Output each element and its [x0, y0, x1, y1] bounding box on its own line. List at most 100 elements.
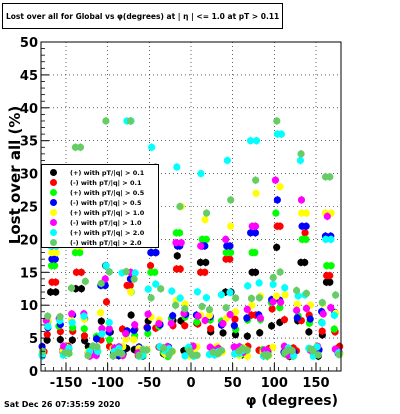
- x-tick-label: -100: [91, 376, 124, 391]
- data-point: [306, 315, 314, 323]
- data-point: [171, 301, 180, 309]
- y-tick-label: 20: [20, 233, 38, 248]
- data-point: [71, 143, 80, 151]
- x-axis-label: φ (degrees): [246, 393, 338, 409]
- data-point: [243, 314, 251, 322]
- data-point: [46, 288, 55, 296]
- legend-marker-icon: [50, 179, 57, 186]
- data-point: [147, 294, 155, 302]
- data-point: [127, 311, 135, 319]
- data-point: [173, 163, 181, 171]
- data-point: [198, 302, 206, 311]
- data-point: [176, 265, 184, 273]
- data-point: [330, 325, 338, 333]
- data-point: [232, 308, 240, 316]
- data-point: [335, 351, 343, 359]
- data-point: [252, 137, 261, 145]
- data-point: [230, 343, 238, 351]
- y-tick-label: 50: [20, 36, 38, 51]
- data-point: [296, 156, 305, 165]
- data-point: [93, 343, 101, 351]
- data-point: [202, 258, 210, 267]
- y-tick-label: 30: [20, 168, 38, 183]
- data-point: [293, 314, 301, 322]
- data-point: [297, 150, 305, 158]
- data-point: [273, 196, 281, 204]
- data-point: [293, 300, 301, 308]
- data-point: [269, 298, 277, 306]
- data-point: [302, 222, 310, 230]
- data-point: [272, 209, 280, 217]
- chart-title: Lost over all for Global vs φ(degrees) a…: [6, 12, 280, 21]
- data-point: [102, 117, 110, 125]
- data-point: [126, 117, 135, 125]
- data-point: [293, 306, 301, 314]
- data-point: [143, 324, 152, 332]
- y-tick-label: 5: [29, 332, 38, 347]
- legend-marker-icon: [50, 199, 57, 206]
- data-point: [130, 326, 138, 335]
- legend-marker-icon: [50, 239, 57, 246]
- x-tick-label: -150: [50, 376, 83, 391]
- data-point: [51, 262, 59, 270]
- data-point: [202, 294, 211, 302]
- data-point: [130, 336, 138, 344]
- y-tick-label: 45: [20, 69, 38, 84]
- data-point: [269, 273, 277, 282]
- data-point: [96, 309, 105, 317]
- data-point: [197, 242, 205, 250]
- data-point: [177, 239, 185, 247]
- data-point: [243, 346, 251, 354]
- data-point: [152, 248, 160, 257]
- data-point: [44, 312, 52, 320]
- y-tick-label: 40: [20, 102, 38, 117]
- data-point: [118, 350, 126, 358]
- data-point: [81, 277, 89, 285]
- data-point: [246, 137, 255, 145]
- data-point: [243, 332, 251, 340]
- data-point: [176, 294, 184, 302]
- data-point: [205, 311, 214, 320]
- data-point: [280, 316, 289, 324]
- data-point: [207, 325, 215, 333]
- data-point: [297, 196, 306, 204]
- data-point: [227, 222, 235, 230]
- data-point: [227, 248, 235, 257]
- data-point: [122, 335, 130, 343]
- data-point: [247, 294, 256, 303]
- data-point: [172, 239, 180, 247]
- data-point: [98, 330, 106, 338]
- data-point: [77, 268, 85, 276]
- data-point: [288, 347, 296, 355]
- data-point: [194, 312, 202, 320]
- data-point: [323, 212, 331, 220]
- data-point: [277, 130, 286, 138]
- data-point: [80, 312, 88, 320]
- data-point: [302, 235, 310, 243]
- data-point: [231, 331, 240, 339]
- y-tick-label: 0: [29, 365, 38, 380]
- data-point: [92, 335, 101, 343]
- legend-marker-icon: [50, 189, 57, 196]
- y-tick-label: 25: [20, 201, 38, 216]
- data-point: [318, 298, 326, 307]
- data-point: [251, 248, 259, 257]
- data-point: [302, 289, 311, 297]
- data-point: [272, 292, 280, 300]
- data-point: [281, 284, 289, 292]
- legend-label: (+) with pT/|q| > 2.0: [70, 229, 145, 237]
- data-point: [256, 329, 264, 337]
- data-point: [102, 262, 110, 270]
- data-point: [223, 156, 231, 165]
- data-point: [130, 275, 138, 283]
- axis-ticks: -150 -100 -50 0 50 100 150 0 5 10 15 20 25 30 35 40 45 50: [20, 36, 338, 391]
- data-point: [51, 255, 59, 263]
- data-point: [327, 262, 335, 270]
- data-point: [301, 229, 309, 237]
- data-point: [219, 329, 227, 337]
- data-point: [152, 280, 160, 288]
- data-point: [326, 271, 334, 280]
- data-point: [256, 314, 265, 322]
- data-point: [80, 325, 88, 333]
- data-point: [205, 305, 214, 314]
